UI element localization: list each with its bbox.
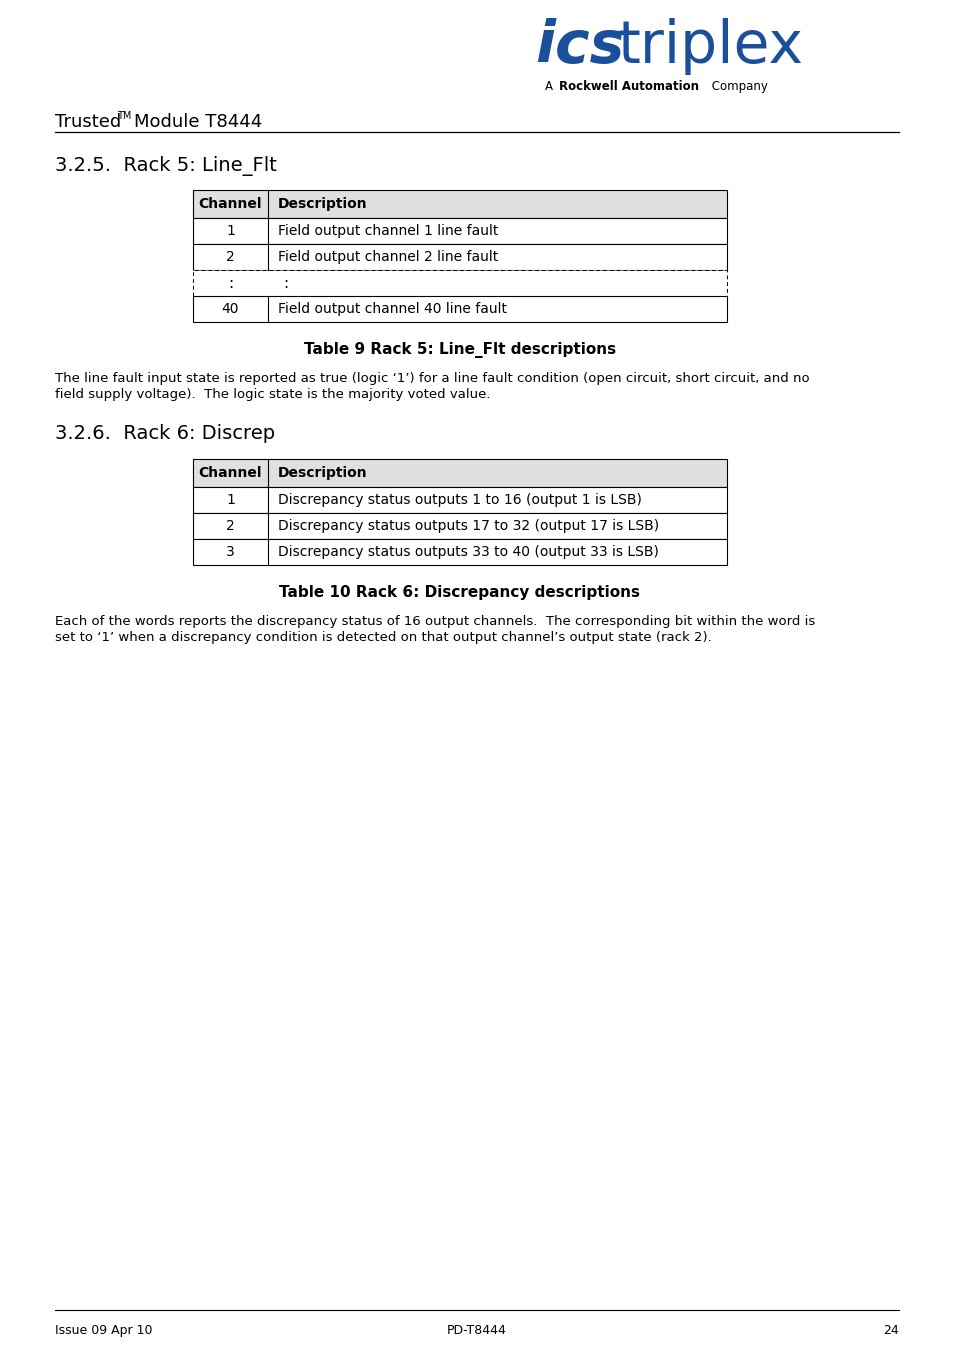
Text: set to ‘1’ when a discrepancy condition is detected on that output channel’s out: set to ‘1’ when a discrepancy condition … — [55, 631, 711, 644]
Text: :: : — [228, 276, 233, 290]
Text: Discrepancy status outputs 1 to 16 (output 1 is LSB): Discrepancy status outputs 1 to 16 (outp… — [277, 493, 641, 507]
Text: Channel: Channel — [198, 466, 262, 480]
Text: 1: 1 — [226, 493, 234, 507]
Text: Company: Company — [707, 80, 767, 93]
Text: field supply voltage).  The logic state is the majority voted value.: field supply voltage). The logic state i… — [55, 388, 490, 401]
Text: 2: 2 — [226, 250, 234, 263]
Text: Table 10 Rack 6: Discrepancy descriptions: Table 10 Rack 6: Discrepancy description… — [279, 585, 639, 600]
Text: triplex: triplex — [617, 18, 802, 76]
Text: 3: 3 — [226, 544, 234, 559]
Text: Description: Description — [277, 197, 367, 211]
Text: 3.2.6.  Rack 6: Discrep: 3.2.6. Rack 6: Discrep — [55, 424, 274, 443]
Text: ics: ics — [535, 18, 623, 76]
Text: Field output channel 2 line fault: Field output channel 2 line fault — [277, 250, 497, 263]
Text: Discrepancy status outputs 33 to 40 (output 33 is LSB): Discrepancy status outputs 33 to 40 (out… — [277, 544, 659, 559]
Text: 24: 24 — [882, 1324, 898, 1337]
Bar — [193, 270, 726, 296]
Bar — [193, 245, 726, 270]
Text: Each of the words reports the discrepancy status of 16 output channels.  The cor: Each of the words reports the discrepanc… — [55, 615, 815, 628]
Bar — [193, 513, 726, 539]
Text: 3.2.5.  Rack 5: Line_Flt: 3.2.5. Rack 5: Line_Flt — [55, 155, 276, 176]
Bar — [193, 459, 726, 486]
Text: Trusted: Trusted — [55, 113, 121, 131]
Bar — [193, 539, 726, 565]
Text: 2: 2 — [226, 519, 234, 534]
Text: TM: TM — [117, 111, 132, 122]
Text: 1: 1 — [226, 224, 234, 238]
Text: Description: Description — [277, 466, 367, 480]
Text: PD-T8444: PD-T8444 — [447, 1324, 506, 1337]
Text: Channel: Channel — [198, 197, 262, 211]
Bar — [193, 218, 726, 245]
Text: Table 9 Rack 5: Line_Flt descriptions: Table 9 Rack 5: Line_Flt descriptions — [304, 342, 616, 358]
Bar — [193, 296, 726, 322]
Text: The line fault input state is reported as true (logic ‘1’) for a line fault cond: The line fault input state is reported a… — [55, 372, 809, 385]
Text: Rockwell Automation: Rockwell Automation — [558, 80, 699, 93]
Text: A: A — [544, 80, 557, 93]
Text: 40: 40 — [221, 303, 239, 316]
Text: Discrepancy status outputs 17 to 32 (output 17 is LSB): Discrepancy status outputs 17 to 32 (out… — [277, 519, 659, 534]
Text: Issue 09 Apr 10: Issue 09 Apr 10 — [55, 1324, 152, 1337]
Text: Field output channel 1 line fault: Field output channel 1 line fault — [277, 224, 497, 238]
Bar — [193, 486, 726, 513]
Text: Module T8444: Module T8444 — [133, 113, 262, 131]
Text: :: : — [283, 276, 288, 290]
Bar — [193, 190, 726, 218]
Text: Field output channel 40 line fault: Field output channel 40 line fault — [277, 303, 506, 316]
